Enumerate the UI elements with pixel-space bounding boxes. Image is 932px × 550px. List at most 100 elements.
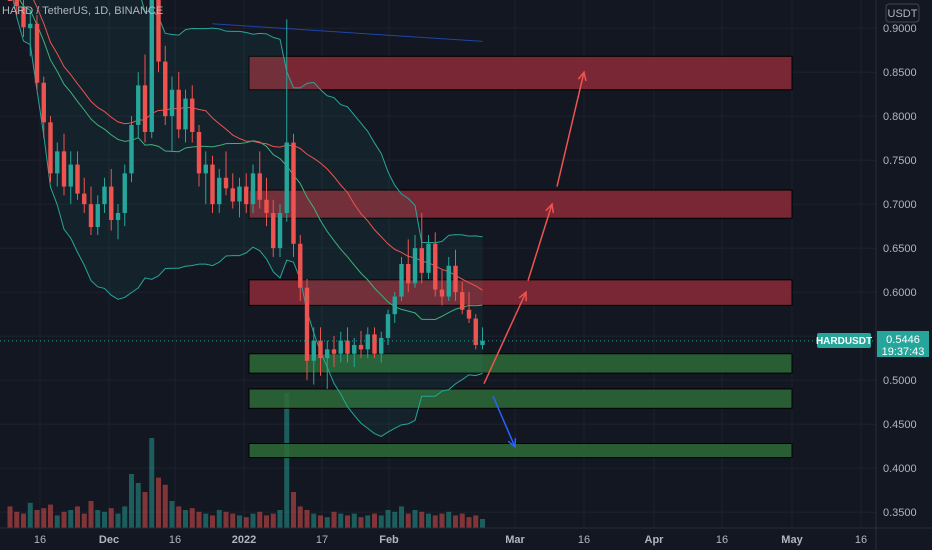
projection-arrow-head [577, 70, 587, 82]
volume-bar [392, 511, 398, 528]
candle-body [406, 264, 411, 284]
candle-body [264, 199, 269, 213]
bollinger-upper-line [141, 0, 483, 244]
candle-body [156, 0, 161, 62]
volume-bar [189, 508, 195, 528]
volume-bars [7, 393, 485, 528]
time-tick-label: 2022 [232, 534, 256, 546]
volume-bar [135, 483, 141, 528]
candle-body [169, 89, 175, 117]
support-zone [248, 443, 793, 459]
time-tick-label: Apr [645, 534, 665, 546]
volume-bar [432, 515, 438, 528]
price-scale[interactable] [876, 0, 932, 528]
volume-bar [81, 513, 87, 528]
candle-body [7, 0, 13, 1]
candle-body [352, 344, 357, 354]
volume-bar [270, 513, 276, 528]
price-scale-ticks: 0.9000 0.8500 0.8000 0.7500 0.7000 0.6500 0.60… [883, 23, 917, 519]
candle-body [142, 85, 148, 132]
time-tick-label: 17 [316, 534, 328, 546]
volume-bar [115, 513, 121, 528]
volume-bar [68, 510, 74, 528]
long-moving-average-line [212, 23, 483, 42]
volume-bar [41, 508, 47, 528]
moving-average-line [33, 0, 483, 291]
projection-arrow [483, 291, 527, 384]
bollinger-basis-line [19, 0, 483, 320]
candle-body [325, 349, 330, 359]
volume-bar [95, 510, 101, 528]
last-price-value: 0.5446 [886, 334, 920, 346]
candle-body [217, 177, 222, 205]
volume-bar [129, 474, 134, 528]
candle-body [136, 85, 141, 125]
candle-body [419, 248, 424, 273]
price-tick-label: 0.8000 [883, 111, 917, 123]
candle-body [480, 340, 485, 345]
volume-bar [345, 515, 350, 528]
candle-body [55, 151, 60, 174]
candle-body [237, 186, 242, 202]
currency-button[interactable]: USDT [885, 3, 920, 23]
volume-bar [216, 510, 222, 528]
candle-body [412, 248, 418, 284]
resistance-zone [248, 55, 793, 91]
volume-bar [149, 438, 155, 528]
volume-bar [466, 517, 472, 528]
volume-bar [372, 513, 377, 528]
candle-body [277, 212, 283, 249]
price-tick-label: 0.3500 [883, 507, 917, 519]
candle-body [230, 188, 235, 202]
candle-body [102, 186, 107, 205]
volume-bar [237, 515, 242, 528]
volume-bar [446, 511, 452, 528]
candle-body [358, 344, 364, 350]
price-tick-label: 0.6500 [883, 243, 917, 255]
candle-body [271, 212, 276, 249]
candle-body [345, 340, 350, 354]
volume-bar [183, 510, 188, 528]
candle-body [284, 142, 289, 213]
candle-body [34, 23, 40, 83]
projection-arrow [556, 71, 585, 187]
candle-body [433, 243, 438, 290]
time-tick-label: 16 [169, 534, 181, 546]
volume-bar [75, 506, 80, 528]
volume-bar [378, 515, 384, 528]
candle-body [88, 204, 94, 228]
candle-body [446, 265, 451, 297]
last-price-badge: 0.5446 19:37:43 [877, 331, 929, 358]
zones [248, 55, 793, 459]
volume-bar [156, 477, 161, 528]
candle-body [250, 173, 256, 205]
volume-bar [162, 484, 168, 528]
price-tick-label: 0.4000 [883, 463, 917, 475]
candle-body [28, 23, 33, 29]
volume-bar [439, 513, 445, 528]
candle-body [190, 98, 195, 132]
volume-bar [61, 511, 67, 528]
time-tick-label: Dec [99, 534, 119, 546]
time-tick-label: Mar [505, 534, 525, 546]
candle-body [149, 0, 154, 132]
time-scale[interactable] [0, 528, 932, 550]
candle-body [129, 124, 134, 174]
volume-bar [351, 513, 357, 528]
volume-bar [324, 517, 330, 528]
candle-body [68, 164, 73, 187]
candle-body [426, 243, 431, 273]
volume-bar [169, 501, 175, 528]
volume-bar [405, 513, 411, 528]
candle-body [61, 151, 67, 187]
volume-bar [210, 515, 215, 528]
volume-bar [14, 511, 20, 528]
bollinger-band-fill [13, 0, 483, 437]
candle-body [14, 0, 19, 7]
time-tick-label: 16 [855, 534, 867, 546]
time-tick-label: 16 [578, 534, 590, 546]
volume-bar [108, 508, 114, 528]
candle-body [304, 287, 310, 361]
candle-body [41, 82, 46, 123]
